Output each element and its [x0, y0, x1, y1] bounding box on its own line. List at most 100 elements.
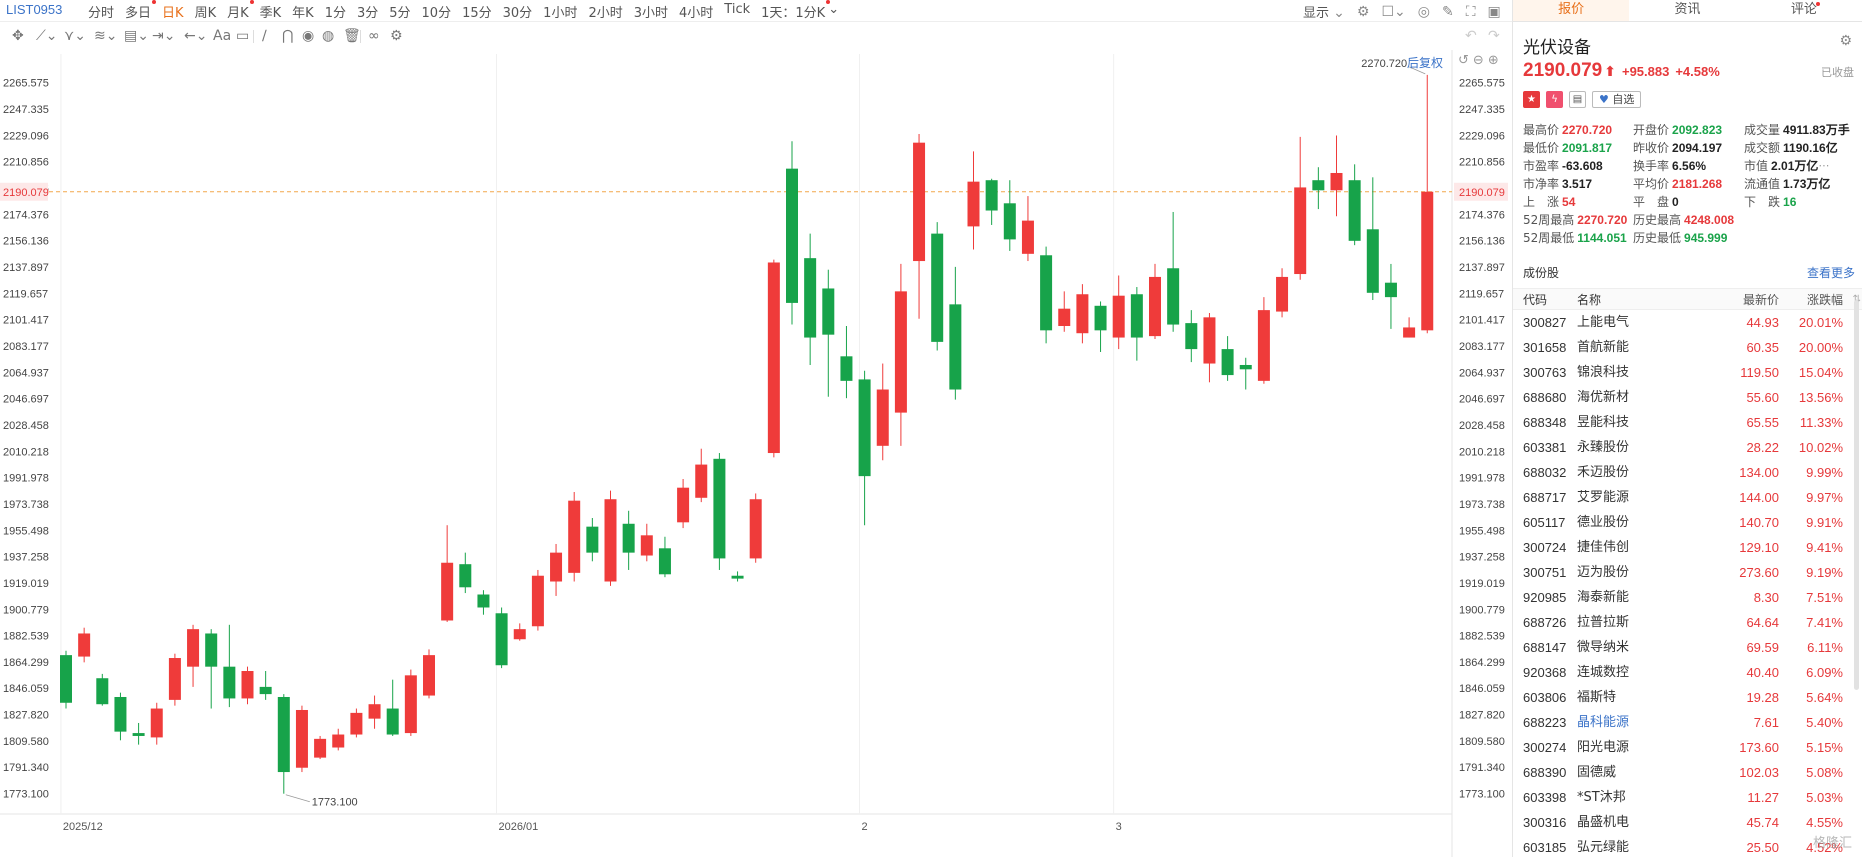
zoom-out-icon[interactable]: ⊖	[1472, 53, 1488, 68]
table-row[interactable]: 603381 永臻股份 28.22 10.02%	[1513, 435, 1862, 460]
table-row[interactable]: 688390 固德威 102.03 5.08%	[1513, 760, 1862, 785]
period-tab[interactable]: 3分	[356, 6, 379, 21]
camera-icon[interactable]: ◎	[1417, 3, 1430, 20]
column-header[interactable]: 名称	[1577, 293, 1602, 307]
table-row[interactable]: 603806 福斯特 19.28 5.64%	[1513, 685, 1862, 710]
table-row[interactable]: 300724 捷佳伟创 129.10 9.41%	[1513, 535, 1862, 560]
period-tab[interactable]: 年K	[292, 6, 314, 21]
visibility-icon[interactable]: ◉	[302, 28, 315, 44]
table-row[interactable]: 300827 上能电气 44.93 20.01%	[1513, 310, 1862, 335]
scrollbar[interactable]	[1854, 300, 1859, 690]
current-price-tag-right	[1454, 182, 1508, 201]
text-tool-icon[interactable]: Aa	[213, 28, 232, 44]
reset-icon[interactable]: ↺	[1458, 53, 1473, 68]
eraser-icon[interactable]: ∕	[262, 28, 267, 44]
y-tick-label-right: 2083.177	[1459, 341, 1505, 353]
gear-icon[interactable]: ⚙	[390, 28, 403, 44]
link-icon[interactable]: ∞	[368, 28, 380, 44]
view-more-link[interactable]: 查看更多	[1806, 266, 1855, 280]
column-header[interactable]: 最新价	[1742, 293, 1779, 307]
table-row[interactable]: 300316 晶盛机电 45.74 4.55%	[1513, 810, 1862, 835]
zoom-in-icon[interactable]: ⊕	[1487, 53, 1503, 68]
chevron-down-icon[interactable]: ⌄	[828, 2, 840, 17]
period-tab[interactable]: 月K	[227, 0, 254, 21]
table-row[interactable]: 688032 禾迈股份 134.00 9.99%	[1513, 460, 1862, 485]
settings-icon[interactable]: ⚙	[1839, 33, 1852, 49]
candlestick-chart[interactable]: 2025/12 2026/01 2 3 2265.575 2265.575 2247.335…	[0, 50, 1512, 857]
period-tab[interactable]: 3小时	[633, 6, 669, 21]
period-tab[interactable]: 5分	[389, 6, 411, 21]
y-tick-label-left: 1900.779	[3, 604, 49, 616]
table-row[interactable]: 603398 *ST沐邦 11.27 5.03%	[1513, 785, 1862, 810]
fullscreen-icon[interactable]: ⛶	[1465, 3, 1476, 20]
lock-icon[interactable]: ◍	[322, 28, 335, 44]
tab-news[interactable]: 资讯	[1629, 0, 1745, 21]
period-tab[interactable]: 15分	[462, 6, 492, 21]
period-tab[interactable]: 10分	[421, 6, 452, 21]
table-row[interactable]: 688348 昱能科技 65.55 11.33%	[1513, 410, 1862, 435]
more-info-icon[interactable]: ⋯	[1818, 159, 1830, 172]
period-tab[interactable]: 2小时	[588, 6, 623, 21]
comment-icon[interactable]: ▭	[236, 28, 250, 44]
add-watchlist-button[interactable]: ♥ 自选	[1592, 91, 1642, 108]
period-tab[interactable]: 季K	[259, 6, 282, 21]
symbol-code[interactable]: LIST0953	[6, 2, 63, 17]
fib-tool-icon[interactable]: ▤⌄	[124, 28, 149, 44]
notes-icon[interactable]: ▤	[1569, 91, 1586, 108]
crosshair-move-icon[interactable]: ✥	[12, 28, 24, 44]
measure-tool-icon[interactable]: ⇥⌄	[152, 28, 176, 44]
table-row[interactable]: 603185 弘元绿能 25.50 4.52%	[1513, 835, 1862, 857]
period-tab[interactable]: 日K	[162, 6, 184, 21]
table-row[interactable]: 688223 晶科能源 7.61 5.40%	[1513, 710, 1862, 735]
table-row[interactable]: 605117 德业股份 140.70 9.91%	[1513, 510, 1862, 535]
x-tick-label: 2	[862, 821, 868, 833]
table-row[interactable]: 688717 艾罗能源 144.00 9.97%	[1513, 485, 1862, 510]
tab-comments[interactable]: 评论	[1746, 0, 1862, 21]
layout-checkbox-icon[interactable]: ☐⌄	[1381, 3, 1406, 20]
sort-icon[interactable]: ⇅	[1853, 289, 1861, 311]
undo-icon[interactable]: ↶	[1465, 28, 1477, 44]
window-icon[interactable]: ▣	[1487, 3, 1501, 20]
table-row[interactable]: 300751 迈为股份 273.60 9.19%	[1513, 560, 1862, 585]
table-row[interactable]: 920985 海泰新能 8.30 7.51%	[1513, 585, 1862, 610]
stat-value: 2092.823	[1672, 123, 1723, 137]
period-tab[interactable]: 1分	[324, 6, 346, 21]
stat-label: 上 涨	[1523, 195, 1560, 209]
magnet-icon[interactable]: ⋂	[282, 28, 294, 44]
period-tab[interactable]: 4小时	[679, 6, 714, 21]
table-row[interactable]: 300763 锦浪科技 119.50 15.04%	[1513, 360, 1862, 385]
lightning-icon[interactable]: ϟ	[1546, 91, 1563, 108]
column-header[interactable]: 代码	[1523, 293, 1548, 307]
period-tab[interactable]: 1天：1分K	[761, 0, 831, 21]
table-row[interactable]: 920368 连城数控 40.40 6.09%	[1513, 660, 1862, 685]
period-tab[interactable]: 分时	[88, 6, 115, 21]
y-tick-label-left: 2028.458	[3, 420, 49, 432]
delete-icon[interactable]: 🗑	[343, 28, 361, 44]
table-row[interactable]: 301658 首航新能 60.35 20.00%	[1513, 335, 1862, 360]
pen-icon[interactable]: ✎	[1441, 3, 1454, 20]
display-dropdown[interactable]: 显示 ⌄	[1303, 2, 1345, 21]
period-tab[interactable]: Tick	[724, 2, 751, 17]
table-row[interactable]: 688147 微导纳米 69.59 6.11%	[1513, 635, 1862, 660]
table-row[interactable]: 688680 海优新材 55.60 13.56%	[1513, 385, 1862, 410]
column-header[interactable]: 涨跌幅	[1806, 293, 1843, 307]
table-row[interactable]: 688726 拉普拉斯 64.64 7.41%	[1513, 610, 1862, 635]
period-tab[interactable]: 1小时	[543, 6, 578, 21]
stat-cell: 平均价 2181.268	[1633, 175, 1744, 193]
period-tab[interactable]: 30分	[502, 6, 533, 21]
kline-chart[interactable]: 2025/12 2026/01 2 3 2265.575 2265.575 2247.335…	[0, 50, 1512, 857]
period-tab[interactable]: 周K	[194, 6, 217, 21]
adjust-mode-button[interactable]: 后复权	[1407, 56, 1444, 70]
channel-tool-icon[interactable]: ⋎⌄	[64, 28, 86, 44]
period-tab[interactable]: 多日	[125, 0, 157, 21]
tab-quote[interactable]: 报价	[1513, 0, 1630, 21]
chart-zoom-controls[interactable]: ↺⊖⊕	[1458, 53, 1503, 68]
undo-arrow-icon[interactable]: ←⌄	[184, 28, 208, 44]
wave-tool-icon[interactable]: ≋⌄	[94, 28, 118, 44]
cell-code: 688223	[1523, 715, 1567, 730]
table-row[interactable]: 300274 阳光电源 173.60 5.15%	[1513, 735, 1862, 760]
x-tick-label: 2025/12	[63, 821, 103, 833]
line-tool-icon[interactable]: ⟋⌄	[36, 28, 58, 44]
redo-icon[interactable]: ↷	[1488, 28, 1500, 44]
settings-icon[interactable]: ⚙	[1356, 3, 1370, 20]
